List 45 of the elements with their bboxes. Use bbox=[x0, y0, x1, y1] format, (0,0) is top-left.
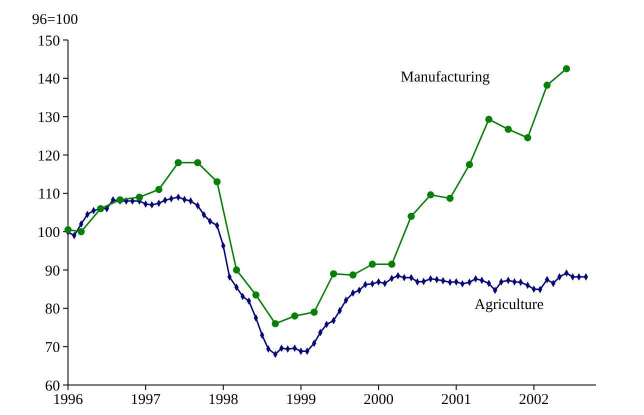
point bbox=[194, 159, 202, 166]
y-tick-label: 100 bbox=[38, 224, 60, 241]
x-tick-label: 2000 bbox=[364, 392, 394, 408]
point bbox=[446, 194, 454, 202]
series-label: Agriculture bbox=[474, 297, 544, 314]
point bbox=[272, 320, 279, 328]
point bbox=[136, 194, 144, 201]
y-tick-label: 150 bbox=[38, 33, 60, 50]
point bbox=[524, 134, 532, 142]
point bbox=[214, 178, 221, 186]
y-tick-label: 130 bbox=[38, 110, 60, 126]
point bbox=[310, 308, 318, 316]
point bbox=[427, 191, 434, 198]
point bbox=[78, 228, 85, 236]
point bbox=[388, 260, 396, 268]
point bbox=[174, 159, 182, 166]
point bbox=[64, 226, 72, 234]
y-tick-label: 120 bbox=[38, 148, 60, 164]
point bbox=[504, 126, 512, 133]
y-tick-label: 90 bbox=[45, 263, 60, 280]
y-tick-label: 70 bbox=[45, 340, 60, 356]
point bbox=[291, 312, 298, 320]
x-tick-label: 1998 bbox=[208, 392, 238, 408]
point bbox=[155, 186, 162, 194]
point bbox=[562, 65, 570, 72]
point bbox=[368, 260, 376, 268]
y-tick-label: 80 bbox=[45, 302, 60, 318]
x-tick-label: 1996 bbox=[53, 392, 84, 408]
point bbox=[466, 161, 474, 168]
point bbox=[544, 82, 551, 89]
point bbox=[232, 266, 240, 274]
x-tick-label: 2001 bbox=[441, 392, 472, 408]
x-tick-label: 1999 bbox=[286, 392, 316, 408]
point bbox=[408, 212, 415, 220]
y-axis-title: 96=100 bbox=[32, 12, 78, 28]
x-tick-label: 1997 bbox=[130, 392, 162, 408]
y-tick-label: 60 bbox=[45, 378, 60, 394]
point bbox=[349, 271, 357, 279]
point bbox=[485, 116, 492, 123]
y-tick-label: 110 bbox=[38, 186, 60, 203]
y-tick-label: 140 bbox=[38, 72, 60, 88]
text: Manufacturing bbox=[400, 69, 490, 86]
x-tick-label: 2002 bbox=[518, 392, 549, 408]
point bbox=[252, 291, 260, 298]
point bbox=[330, 270, 338, 278]
